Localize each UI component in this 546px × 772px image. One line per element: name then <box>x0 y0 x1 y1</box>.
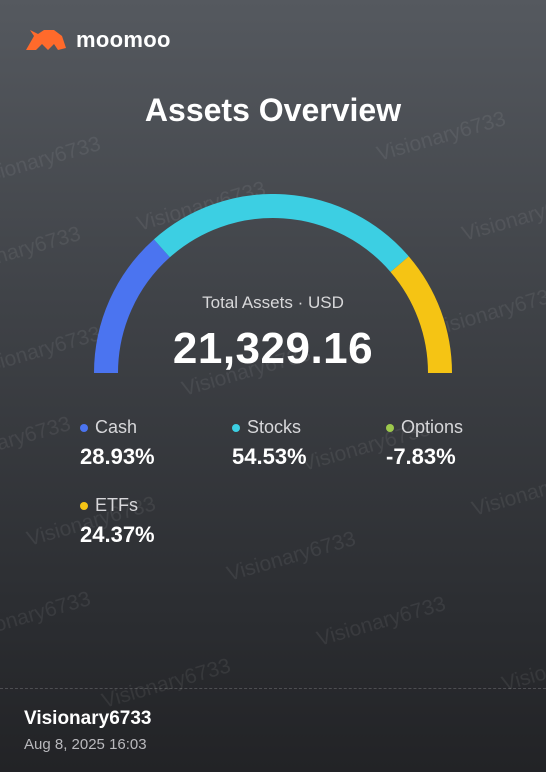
etfs-dot-icon <box>80 501 88 510</box>
legend-value: -7.83% <box>386 444 456 469</box>
footer-username: Visionary6733 <box>24 708 152 729</box>
watermark-text: Visionary6733 <box>314 592 449 651</box>
total-assets-label: Total Assets · USD <box>202 293 344 312</box>
legend-label: Cash <box>95 417 138 437</box>
options-dot-icon <box>386 423 394 432</box>
brand-name: moomoo <box>76 27 171 52</box>
page-title: Assets Overview <box>144 92 402 128</box>
legend-item-cash: Cash 28.93% <box>80 417 230 470</box>
gauge-segment-stocks <box>153 194 409 273</box>
legend-label: Options <box>401 417 464 437</box>
legend-value: 28.93% <box>80 444 155 469</box>
assets-gauge-chart <box>94 194 452 374</box>
watermark-text: Visionary6733 <box>0 132 104 191</box>
watermark-text: Visionary6733 <box>459 187 546 246</box>
bull-icon <box>26 30 66 50</box>
watermark-text: Visionary6733 <box>99 654 234 713</box>
legend-value: 54.53% <box>232 444 307 469</box>
cash-dot-icon <box>80 423 88 432</box>
stocks-dot-icon <box>232 423 240 432</box>
footer-timestamp: Aug 8, 2025 16:03 <box>24 736 147 753</box>
watermark-text: Visionary6733 <box>0 587 94 646</box>
watermark-text: Visionary6733 <box>224 527 359 586</box>
legend-item-etfs: ETFs 24.37% <box>80 495 230 548</box>
total-assets-value: 21,329.16 <box>172 324 374 373</box>
legend-item-stocks: Stocks 54.53% <box>232 417 382 470</box>
legend-label: Stocks <box>247 417 302 437</box>
legend-value: 24.37% <box>80 522 155 547</box>
gauge-segment-etfs <box>390 256 452 374</box>
legend-item-options: Options -7.83% <box>386 417 536 470</box>
moomoo-logo: moomoo <box>24 26 171 54</box>
watermark-text: Visionary6733 <box>469 462 546 521</box>
watermark-text: Visionary6733 <box>0 222 84 281</box>
watermark-text: Visionary6733 <box>0 412 74 471</box>
gauge-segment-cash <box>94 239 171 374</box>
legend-label: ETFs <box>95 495 138 515</box>
footer-divider <box>0 688 546 689</box>
